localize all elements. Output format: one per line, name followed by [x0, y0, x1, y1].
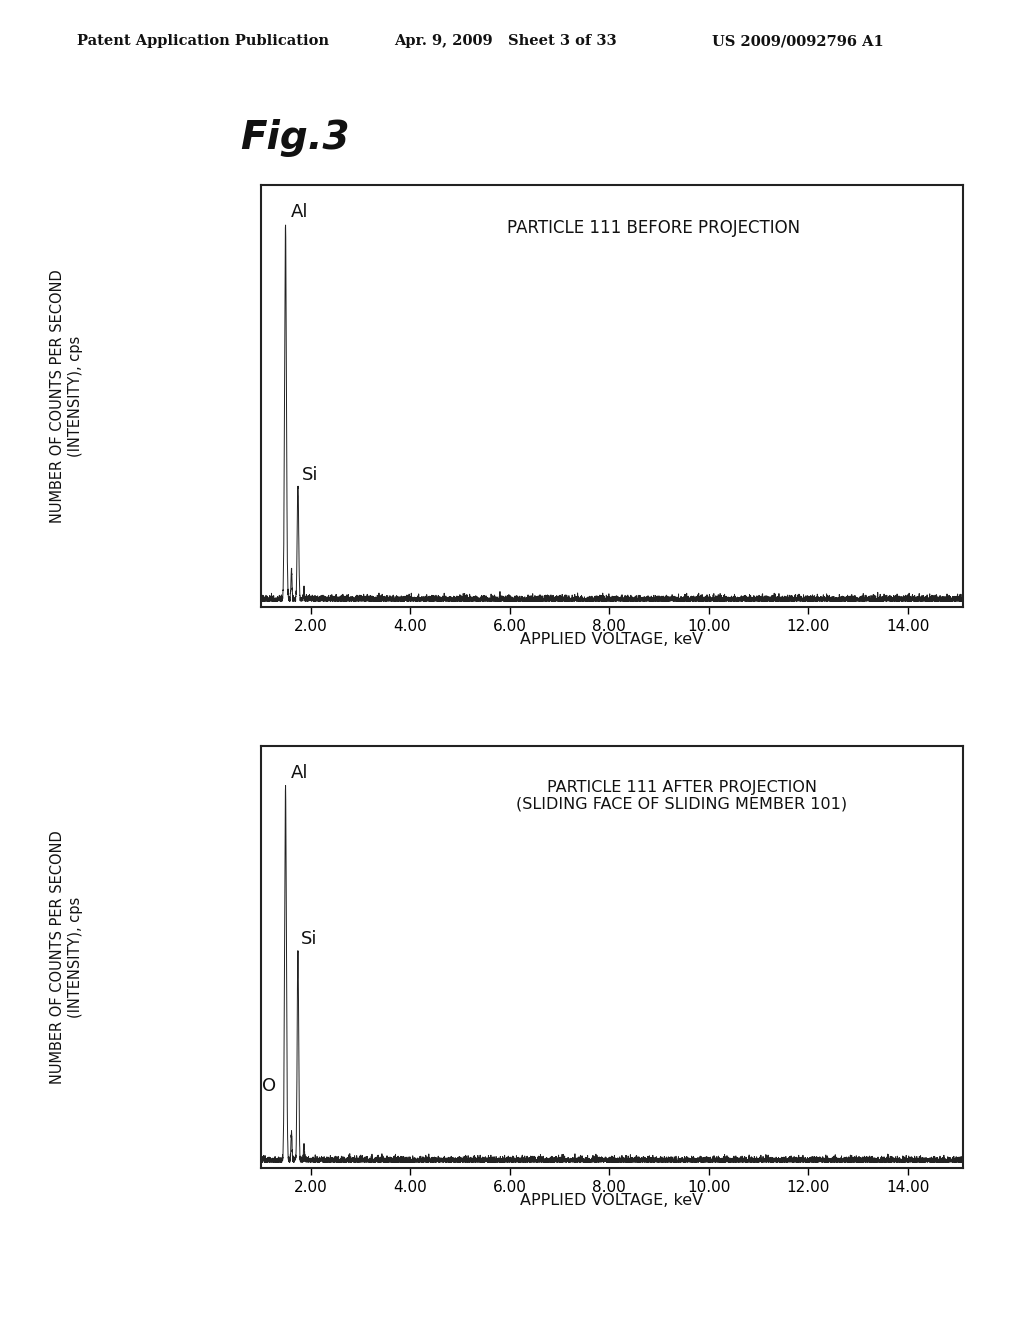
Text: APPLIED VOLTAGE, keV: APPLIED VOLTAGE, keV	[520, 1193, 703, 1208]
Text: APPLIED VOLTAGE, keV: APPLIED VOLTAGE, keV	[520, 632, 703, 647]
Text: PARTICLE 111 AFTER PROJECTION
(SLIDING FACE OF SLIDING MEMBER 101): PARTICLE 111 AFTER PROJECTION (SLIDING F…	[516, 780, 848, 812]
Text: Si: Si	[302, 466, 318, 484]
Text: NUMBER OF COUNTS PER SECOND
(INTENSITY), cps: NUMBER OF COUNTS PER SECOND (INTENSITY),…	[50, 830, 83, 1084]
Text: Al: Al	[291, 203, 308, 222]
Text: Al: Al	[291, 764, 308, 783]
Text: PARTICLE 111 BEFORE PROJECTION: PARTICLE 111 BEFORE PROJECTION	[507, 219, 801, 236]
Text: Patent Application Publication: Patent Application Publication	[77, 34, 329, 49]
Text: Si: Si	[301, 929, 317, 948]
Text: O: O	[262, 1077, 276, 1094]
Text: US 2009/0092796 A1: US 2009/0092796 A1	[712, 34, 884, 49]
Text: NUMBER OF COUNTS PER SECOND
(INTENSITY), cps: NUMBER OF COUNTS PER SECOND (INTENSITY),…	[50, 269, 83, 523]
Text: Fig.3: Fig.3	[241, 119, 350, 157]
Text: Apr. 9, 2009   Sheet 3 of 33: Apr. 9, 2009 Sheet 3 of 33	[394, 34, 616, 49]
